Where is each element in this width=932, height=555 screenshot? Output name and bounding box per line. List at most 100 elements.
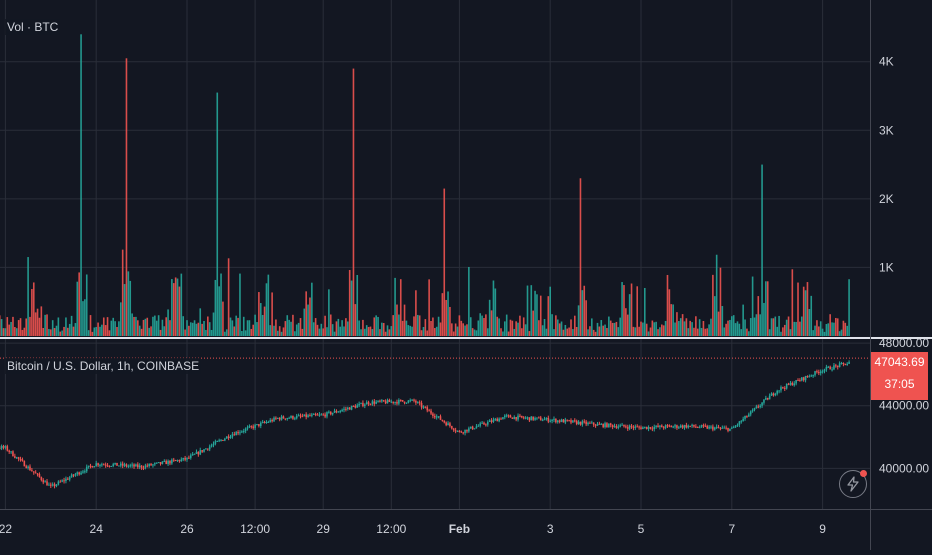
- volume-bar: [110, 320, 113, 336]
- volume-bar: [390, 326, 393, 336]
- volume-bar: [451, 323, 453, 336]
- candle-body: [430, 410, 432, 414]
- volume-bar: [808, 309, 811, 336]
- volume-bar: [823, 331, 826, 336]
- volume-bar: [114, 321, 116, 336]
- volume-bar: [526, 285, 529, 336]
- volume-bar: [159, 329, 162, 336]
- volume-bar: [405, 320, 408, 336]
- candle-body: [365, 402, 368, 405]
- candle-body: [299, 415, 302, 417]
- candle-body: [8, 450, 10, 452]
- volume-bar: [341, 320, 343, 336]
- volume-bar: [498, 318, 500, 336]
- candle-body: [800, 377, 803, 381]
- volume-bar: [713, 296, 716, 336]
- candle-body: [770, 393, 773, 396]
- volume-bar: [44, 314, 46, 336]
- volume-bar: [381, 322, 383, 336]
- volume-bar: [388, 329, 391, 336]
- volume-bar: [819, 321, 822, 336]
- candle-body: [31, 470, 33, 472]
- candle-body: [583, 421, 586, 423]
- candle-body: [188, 457, 190, 459]
- volume-bar: [615, 321, 618, 336]
- volume-bar: [121, 249, 124, 336]
- volume-bar: [142, 319, 145, 336]
- candle-body: [687, 425, 690, 428]
- candle-body: [793, 383, 796, 386]
- candle-body: [6, 446, 9, 451]
- candle-body: [318, 414, 321, 416]
- volume-bar: [392, 315, 394, 336]
- volume-bar: [237, 317, 239, 336]
- volume-bars: [0, 34, 850, 336]
- candle-body: [471, 426, 474, 430]
- candle-body: [765, 398, 767, 400]
- volume-bar: [609, 320, 612, 336]
- candle-body: [0, 447, 1, 449]
- volume-bar: [51, 320, 54, 336]
- volume-bar: [749, 318, 752, 336]
- volume-bar: [717, 311, 720, 336]
- candle-body: [829, 366, 831, 370]
- volume-bar: [205, 329, 207, 336]
- candle-body: [42, 480, 45, 483]
- candle-body: [515, 417, 517, 420]
- volume-bar: [759, 314, 761, 336]
- volume-bar: [626, 314, 629, 336]
- candle-body: [572, 420, 574, 423]
- volume-bar: [280, 331, 283, 336]
- candle-body: [72, 474, 75, 476]
- volume-bar: [8, 324, 10, 336]
- candle-body: [174, 460, 177, 462]
- candle-body: [778, 390, 780, 392]
- flash-button[interactable]: [839, 470, 867, 498]
- volume-bar: [371, 329, 374, 336]
- candle-body: [74, 474, 77, 476]
- volume-bar: [464, 325, 466, 336]
- candle-body: [426, 407, 429, 411]
- candle-body: [99, 464, 101, 466]
- candle-body: [621, 424, 623, 426]
- candle-body: [634, 426, 637, 428]
- candle-body: [640, 427, 642, 430]
- volume-bar: [176, 278, 179, 336]
- volume-bar: [15, 328, 18, 336]
- volume-tick-label: 1K: [879, 260, 894, 274]
- volume-bar: [555, 315, 557, 336]
- volume-bar: [167, 309, 169, 336]
- candle-body: [678, 427, 680, 429]
- candle-body: [628, 425, 631, 429]
- candle-body: [405, 402, 408, 404]
- candle-body: [517, 415, 519, 420]
- candle-body: [672, 426, 674, 428]
- candle-body: [373, 401, 376, 404]
- candle-body: [753, 408, 756, 411]
- candle-body: [636, 426, 639, 428]
- volume-bar: [447, 291, 449, 336]
- volume-bar: [34, 312, 37, 336]
- candle-body: [802, 377, 805, 381]
- volume-bar: [462, 323, 464, 336]
- volume-bar: [210, 329, 213, 336]
- candle-body: [456, 430, 459, 432]
- volume-bar: [199, 308, 202, 336]
- volume-bar: [116, 326, 118, 336]
- volume-bar: [445, 299, 447, 336]
- candle-body: [712, 426, 714, 430]
- candle-body: [585, 421, 587, 425]
- volume-bar: [343, 326, 345, 336]
- candle-body: [738, 421, 741, 425]
- volume-tick-label: 2K: [879, 192, 894, 206]
- candle-body: [483, 422, 485, 425]
- volume-bar: [163, 326, 166, 336]
- candle-body: [466, 429, 468, 432]
- volume-bar: [224, 331, 226, 336]
- volume-bar: [785, 319, 788, 336]
- volume-bar: [721, 306, 724, 336]
- volume-bar: [719, 267, 722, 336]
- candle-body: [736, 424, 739, 426]
